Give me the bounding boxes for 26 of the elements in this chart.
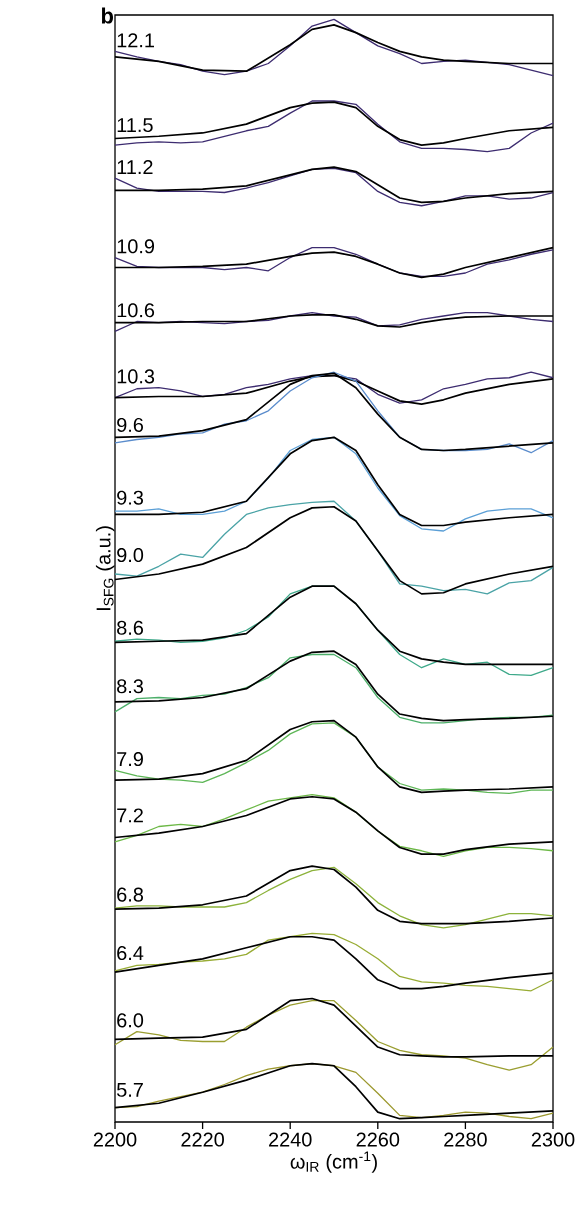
x-axis-title: ω$_{IR}$ (cm$^{-1}$)	[290, 1151, 377, 1173]
y-axis-title: I$_{SFG}$ (a.u.)	[95, 526, 115, 611]
series-label: 8.3	[117, 679, 144, 694]
series-label: 11.2	[117, 160, 153, 174]
series-label: 11.5	[117, 118, 153, 133]
x-tick-label: 2220	[181, 1132, 224, 1147]
series-label: 10.6	[117, 303, 155, 318]
series-label: 5.7	[117, 1082, 143, 1097]
x-tick-label: 2300	[531, 1132, 575, 1147]
series-label: 6.0	[117, 1013, 144, 1028]
series-label: 9.3	[117, 490, 144, 505]
series-label: 7.2	[117, 808, 143, 823]
series-label: 10.9	[117, 239, 155, 254]
series-label: 6.4	[117, 946, 144, 961]
x-tick-label: 2240	[269, 1132, 312, 1147]
x-tick-label: 2260	[356, 1132, 400, 1147]
series-label: 7.9	[117, 751, 143, 767]
text: b	[101, 7, 114, 24]
series-label: 9.0	[117, 547, 144, 563]
series-label: 12.1	[117, 33, 155, 48]
series-label: 6.8	[117, 887, 144, 902]
series-label: 8.6	[117, 620, 144, 635]
x-tick-label: 2200	[93, 1132, 137, 1147]
series-label: 10.3	[117, 369, 155, 384]
x-tick-label: 2280	[444, 1132, 487, 1147]
series-label: 9.6	[117, 417, 144, 432]
